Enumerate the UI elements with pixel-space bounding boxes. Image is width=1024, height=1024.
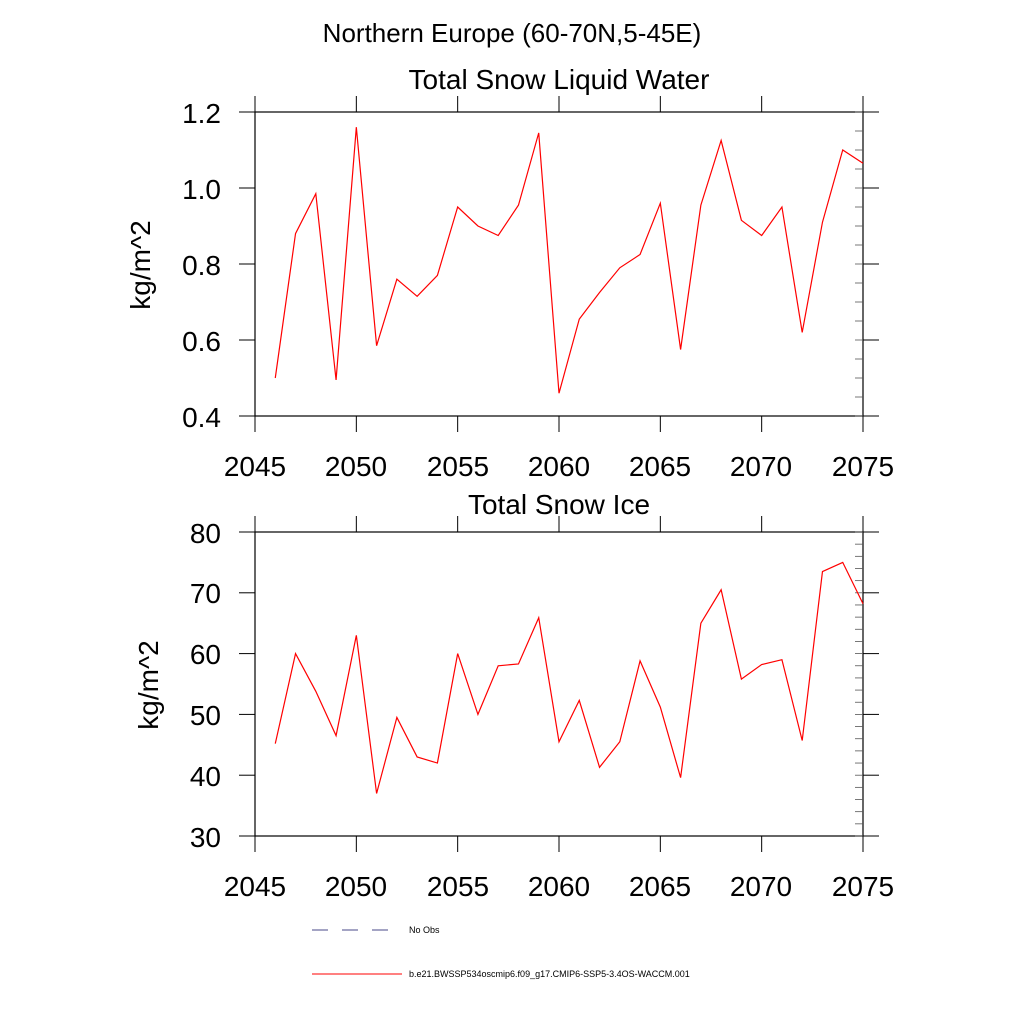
panel2-xtick-label: 2045: [224, 871, 286, 902]
panel1-xtick-label: 2060: [528, 451, 590, 482]
panel1-xtick-label: 2065: [629, 451, 691, 482]
panel2-ylabel: kg/m^2: [133, 640, 164, 729]
panel2-xtick-label: 2070: [730, 871, 792, 902]
panel1-ytick-label: 0.6: [182, 326, 221, 357]
panel2-ytick-label: 70: [190, 578, 221, 609]
panel1-ytick-label: 1.2: [182, 98, 221, 129]
panel1-ytick-label: 0.4: [182, 402, 221, 433]
panel1-xtick-label: 2050: [325, 451, 387, 482]
panel2-xtick-label: 2060: [528, 871, 590, 902]
panel1-xtick-label: 2055: [427, 451, 489, 482]
legend-model-label: b.e21.BWSSP534oscmip6.f09_g17.CMIP6-SSP5…: [409, 969, 690, 979]
panel1-title: Total Snow Liquid Water: [409, 64, 710, 95]
panel2-xtick-label: 2065: [629, 871, 691, 902]
panel1-xtick-label: 2075: [832, 451, 894, 482]
panel2-ytick-label: 30: [190, 822, 221, 853]
panel-snow-liquid-water: Total Snow Liquid Water kg/m^2 0.4 0.6 0…: [125, 64, 894, 482]
legend-no-obs-label: No Obs: [409, 925, 440, 935]
figure-suptitle: Northern Europe (60-70N,5-45E): [323, 18, 702, 48]
panel1-xtick-label: 2070: [730, 451, 792, 482]
panel2-minor-ticks: [855, 531, 863, 837]
panel1-ytick-label: 0.8: [182, 250, 221, 281]
panel2-xtick-label: 2050: [325, 871, 387, 902]
panel-snow-ice: Total Snow Ice kg/m^2 30 40 50 60 70 80 …: [133, 489, 894, 902]
panel2-ytick-label: 40: [190, 761, 221, 792]
panel1-xtick-label: 2045: [224, 451, 286, 482]
panel2-series-line: [274, 561, 864, 794]
panel1-plot-frame: [254, 111, 864, 417]
panel1-minor-ticks: [855, 111, 863, 417]
panel2-title: Total Snow Ice: [468, 489, 650, 520]
panel1-major-ticks: [239, 96, 879, 432]
panel2-major-ticks: [239, 516, 879, 852]
panel2-xtick-label: 2075: [832, 871, 894, 902]
panel1-ytick-label: 1.0: [182, 174, 221, 205]
panel2-ytick-label: 50: [190, 700, 221, 731]
legend: No Obs b.e21.BWSSP534oscmip6.f09_g17.CMI…: [312, 925, 690, 979]
panel1-ylabel: kg/m^2: [125, 220, 156, 309]
panel1-series-line: [274, 127, 864, 394]
panel2-xtick-label: 2055: [427, 871, 489, 902]
panel2-ytick-label: 80: [190, 518, 221, 549]
panel2-ytick-label: 60: [190, 639, 221, 670]
